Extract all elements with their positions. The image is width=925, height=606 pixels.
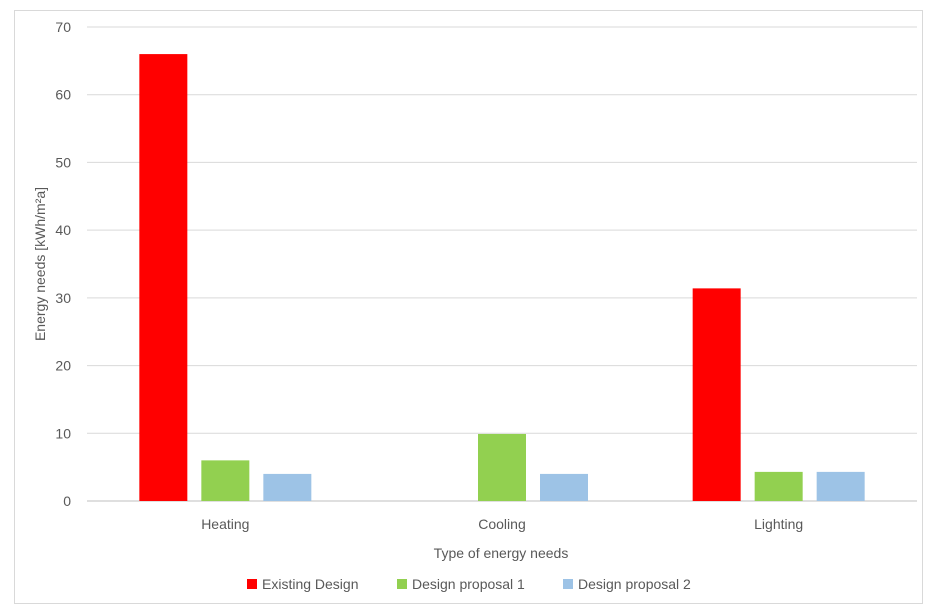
bar [754, 471, 803, 501]
y-axis-ticks: 0 10 20 30 40 50 60 70 [55, 19, 71, 509]
bar [263, 473, 312, 501]
bar [692, 288, 741, 501]
bar [816, 471, 865, 501]
y-tick-label: 0 [63, 493, 71, 509]
bars [139, 54, 865, 501]
y-tick-label: 10 [55, 425, 71, 441]
bar [139, 54, 188, 501]
x-axis-ticks: Heating Cooling Lighting [201, 516, 803, 532]
y-axis-title: Energy needs [kWh/m²a] [32, 187, 48, 341]
x-tick-label: Lighting [754, 516, 803, 532]
x-tick-label: Cooling [478, 516, 525, 532]
legend-swatch [397, 579, 407, 589]
bar [201, 460, 250, 501]
legend-label: Design proposal 1 [412, 576, 525, 592]
x-tick-label: Heating [201, 516, 249, 532]
y-tick-label: 30 [55, 290, 71, 306]
y-tick-label: 50 [55, 154, 71, 170]
y-tick-label: 20 [55, 358, 71, 374]
gridlines [87, 26, 917, 502]
bar [540, 473, 588, 501]
bar [478, 433, 526, 501]
y-tick-label: 60 [55, 87, 71, 103]
y-tick-label: 40 [55, 222, 71, 238]
legend-label: Existing Design [262, 576, 359, 592]
legend-swatch [247, 579, 257, 589]
legend: Existing Design Design proposal 1 Design p… [247, 576, 691, 592]
y-tick-label: 70 [55, 19, 71, 35]
x-axis-title: Type of energy needs [434, 545, 569, 561]
legend-label: Design proposal 2 [578, 576, 691, 592]
legend-swatch [563, 579, 573, 589]
